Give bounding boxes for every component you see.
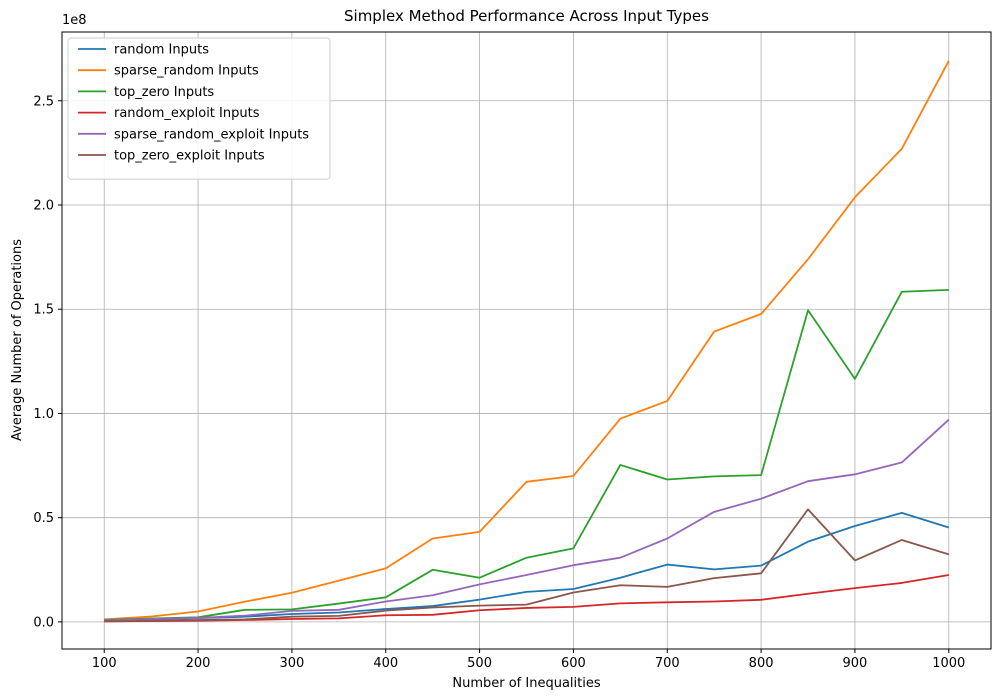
legend-label-2: top_zero Inputs xyxy=(114,85,214,100)
y-tick-label: 0.5 xyxy=(33,511,54,526)
series-line-1 xyxy=(104,60,950,621)
series-line-0 xyxy=(104,511,950,622)
x-tick-label: 400 xyxy=(373,656,398,671)
x-tick-label: 200 xyxy=(186,656,211,671)
y-tick-label: 1.0 xyxy=(33,407,54,422)
x-axis-label: Number of Inequalities xyxy=(452,676,600,691)
y-tick-label: 2.5 xyxy=(33,94,54,109)
series-line-5 xyxy=(104,508,950,623)
y-tick-label: 1.5 xyxy=(33,303,54,318)
series-line-4 xyxy=(104,419,950,622)
x-tick-label: 700 xyxy=(655,656,680,671)
legend: random Inputs sparse_random Inputs top_zer… xyxy=(67,37,331,180)
y-offset-label: 1e8 xyxy=(62,13,87,28)
legend-box xyxy=(67,37,331,180)
legend-label-5: top_zero_exploit Inputs xyxy=(114,149,265,164)
legend-label-3: random_exploit Inputs xyxy=(114,106,260,121)
grid xyxy=(62,32,991,649)
x-tick-label: 500 xyxy=(467,656,492,671)
series-lines xyxy=(104,60,950,623)
axis-ticks: 100 200 300 400 500 600 700 800 900 1000 0.0 0.5 1.0… xyxy=(33,94,965,671)
chart-title: Simplex Method Performance Across Input … xyxy=(344,7,709,25)
y-axis-label: Average Number of Operations xyxy=(10,239,25,441)
legend-label-0: random Inputs xyxy=(114,43,209,58)
y-tick-label: 0.0 xyxy=(33,615,54,630)
x-tick-label: 600 xyxy=(561,656,586,671)
series-line-3 xyxy=(104,574,949,623)
legend-label-4: sparse_random_exploit Inputs xyxy=(114,127,309,142)
y-tick-label: 2.0 xyxy=(33,199,54,214)
plot-frame xyxy=(61,31,992,650)
x-tick-label: 900 xyxy=(843,656,868,671)
x-tick-label: 300 xyxy=(279,656,304,671)
x-tick-label: 100 xyxy=(92,656,117,671)
series-line-2 xyxy=(104,288,949,621)
x-tick-label: 800 xyxy=(749,656,774,671)
x-tick-label: 1000 xyxy=(932,656,965,671)
legend-label-1: sparse_random Inputs xyxy=(114,64,259,79)
